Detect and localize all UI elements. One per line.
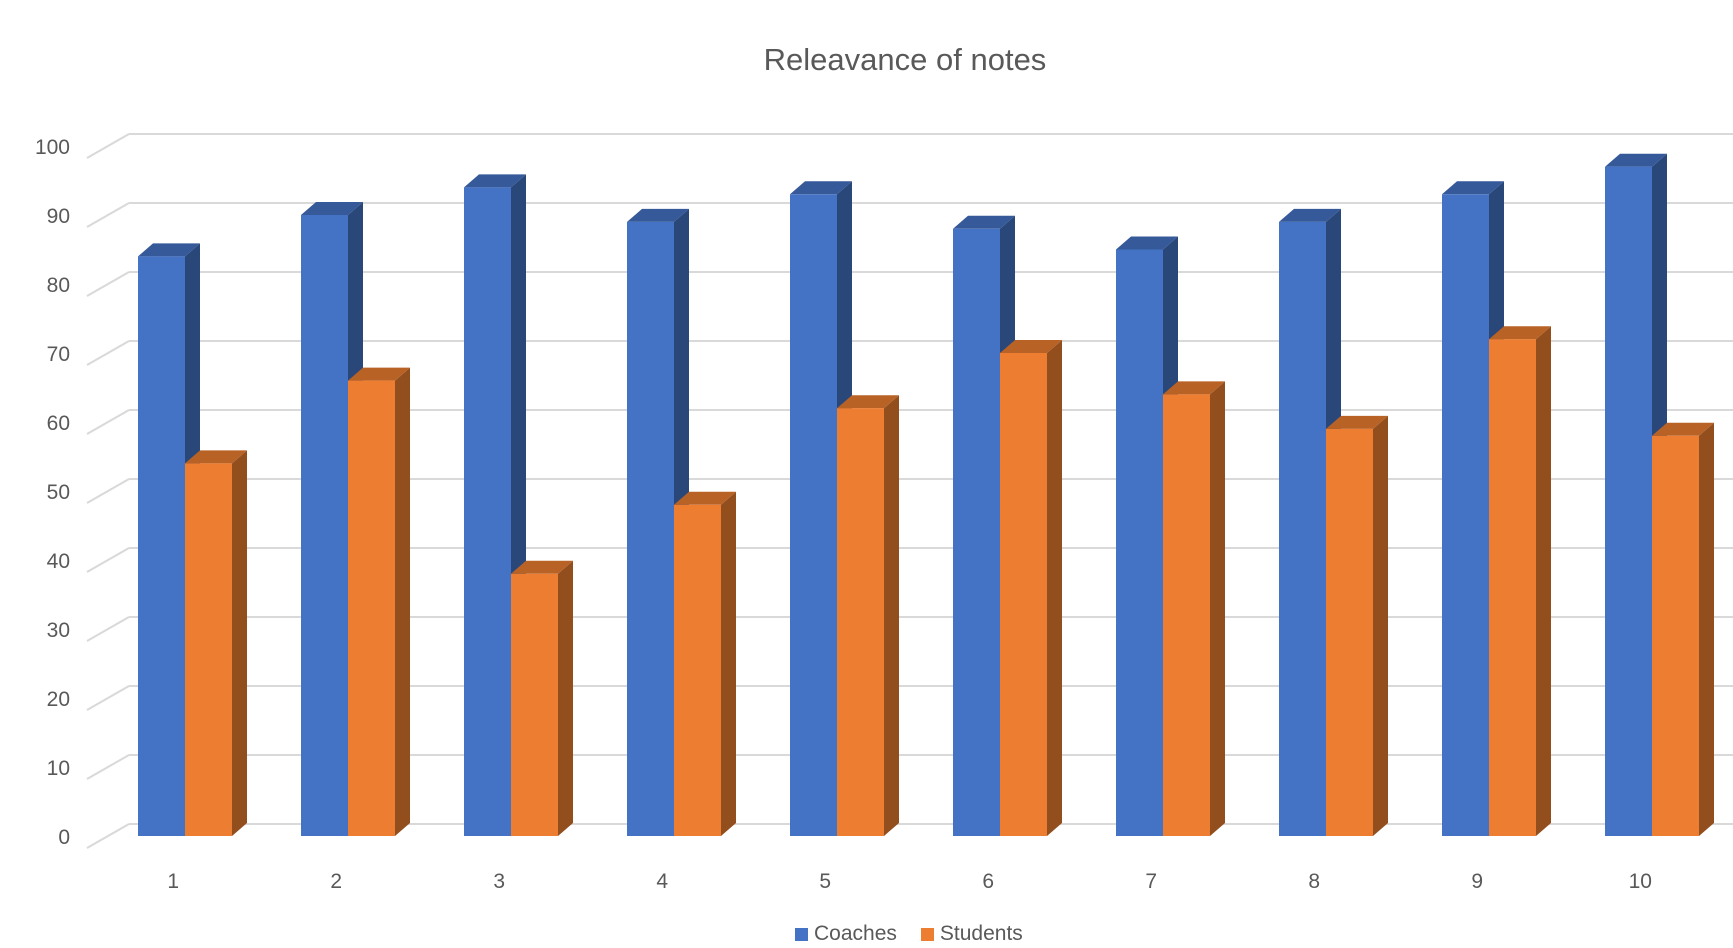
x-tick-label: 6 bbox=[982, 870, 994, 893]
bar-side-students bbox=[1699, 422, 1714, 836]
bar-side-students bbox=[232, 450, 247, 836]
bar-coaches bbox=[1116, 249, 1163, 836]
bar-coaches bbox=[627, 221, 674, 836]
x-tick-label: 2 bbox=[330, 870, 342, 893]
gridline-diag-100 bbox=[86, 133, 130, 159]
bar-top-coaches bbox=[953, 215, 1015, 229]
x-tick-label: 5 bbox=[819, 870, 831, 893]
x-tick-label: 4 bbox=[656, 870, 668, 893]
gridline-diag-40 bbox=[86, 547, 130, 573]
x-tick-label: 8 bbox=[1308, 870, 1320, 893]
gridline-diag-90 bbox=[86, 202, 130, 228]
bar-top-coaches bbox=[627, 208, 689, 222]
bar-side-students bbox=[721, 491, 736, 836]
y-tick-label: 0 bbox=[58, 826, 70, 849]
bar-students bbox=[837, 408, 884, 836]
legend-item-coaches[interactable]: Coaches bbox=[795, 922, 897, 946]
y-tick-label: 100 bbox=[35, 136, 70, 159]
bar-coaches bbox=[953, 228, 1000, 837]
legend-swatch-coaches bbox=[795, 927, 808, 941]
y-tick-label: 10 bbox=[47, 757, 70, 780]
gridline-diag-50 bbox=[86, 478, 130, 504]
legend-label-coaches: Coaches bbox=[814, 922, 897, 945]
y-tick-label: 20 bbox=[47, 688, 70, 711]
bar-students bbox=[348, 380, 395, 836]
x-tick-label: 7 bbox=[1145, 870, 1157, 893]
bar-top-students bbox=[1000, 340, 1062, 353]
bar-top-students bbox=[1652, 422, 1714, 436]
bar-top-coaches bbox=[301, 202, 363, 215]
y-tick-label: 30 bbox=[47, 619, 70, 642]
bar-top-students bbox=[348, 367, 410, 381]
y-tick-label: 40 bbox=[47, 550, 70, 573]
y-tick-label: 60 bbox=[47, 412, 70, 435]
bar-top-coaches bbox=[464, 174, 526, 188]
bar-side-students bbox=[884, 395, 899, 836]
gridline-diag-80 bbox=[86, 271, 130, 297]
bar-side-students bbox=[395, 367, 410, 836]
bar-side-students bbox=[1373, 415, 1388, 836]
gridline-diag-60 bbox=[86, 409, 130, 435]
gridline-diag-20 bbox=[86, 685, 130, 711]
legend-label-students: Students bbox=[939, 922, 1023, 945]
bar-top-students bbox=[1326, 415, 1388, 429]
x-tick-label: 1 bbox=[167, 870, 179, 893]
bar-coaches bbox=[138, 256, 185, 836]
bar-top-students bbox=[511, 560, 573, 574]
bar-top-coaches bbox=[138, 243, 200, 257]
bar-students bbox=[1163, 394, 1210, 836]
bar-top-coaches bbox=[1442, 181, 1504, 195]
x-tick-label: 9 bbox=[1471, 870, 1483, 893]
bar-top-coaches bbox=[1279, 208, 1341, 222]
bar-coaches bbox=[1279, 221, 1326, 836]
bar-students bbox=[511, 573, 558, 836]
gridline-diag-70 bbox=[86, 340, 130, 366]
y-tick-label: 80 bbox=[47, 274, 70, 297]
bar-students bbox=[674, 504, 721, 836]
bar-students bbox=[1000, 353, 1047, 836]
bar-side-students bbox=[1536, 326, 1551, 836]
bar-students bbox=[185, 463, 232, 836]
gridline-diag-0 bbox=[86, 823, 130, 849]
x-tick-label: 3 bbox=[493, 870, 505, 893]
bar-top-students bbox=[185, 450, 247, 464]
bar-top-students bbox=[837, 395, 899, 409]
bar-side-students bbox=[1210, 381, 1225, 836]
bar-coaches bbox=[301, 215, 348, 836]
gridline-diag-30 bbox=[86, 616, 130, 642]
x-tick-label: 10 bbox=[1629, 870, 1652, 893]
bar-top-students bbox=[674, 491, 736, 505]
bar-students bbox=[1489, 339, 1536, 836]
y-tick-label: 50 bbox=[47, 481, 70, 504]
bar-students bbox=[1326, 428, 1373, 836]
legend-item-students[interactable]: Students bbox=[920, 922, 1023, 946]
legend: Coaches Students bbox=[795, 922, 1023, 946]
bar-top-students bbox=[1489, 326, 1551, 340]
bar-coaches bbox=[464, 187, 511, 836]
bar-side-students bbox=[1047, 340, 1062, 836]
bar-top-coaches bbox=[1605, 153, 1667, 167]
y-tick-label: 70 bbox=[47, 343, 70, 366]
bar-top-coaches bbox=[1116, 236, 1178, 250]
y-tick-label: 90 bbox=[47, 205, 70, 228]
bar-top-students bbox=[1163, 381, 1225, 395]
bar-coaches bbox=[1605, 166, 1652, 836]
bar-top-coaches bbox=[790, 181, 852, 195]
gridline-diag-10 bbox=[86, 754, 130, 780]
bar-side-students bbox=[558, 560, 573, 836]
bar-coaches bbox=[1442, 194, 1489, 837]
bar-coaches bbox=[790, 194, 837, 837]
chart-title: Releavance of notes bbox=[763, 42, 1047, 77]
bar-students bbox=[1652, 435, 1699, 836]
legend-swatch-students bbox=[920, 927, 934, 941]
